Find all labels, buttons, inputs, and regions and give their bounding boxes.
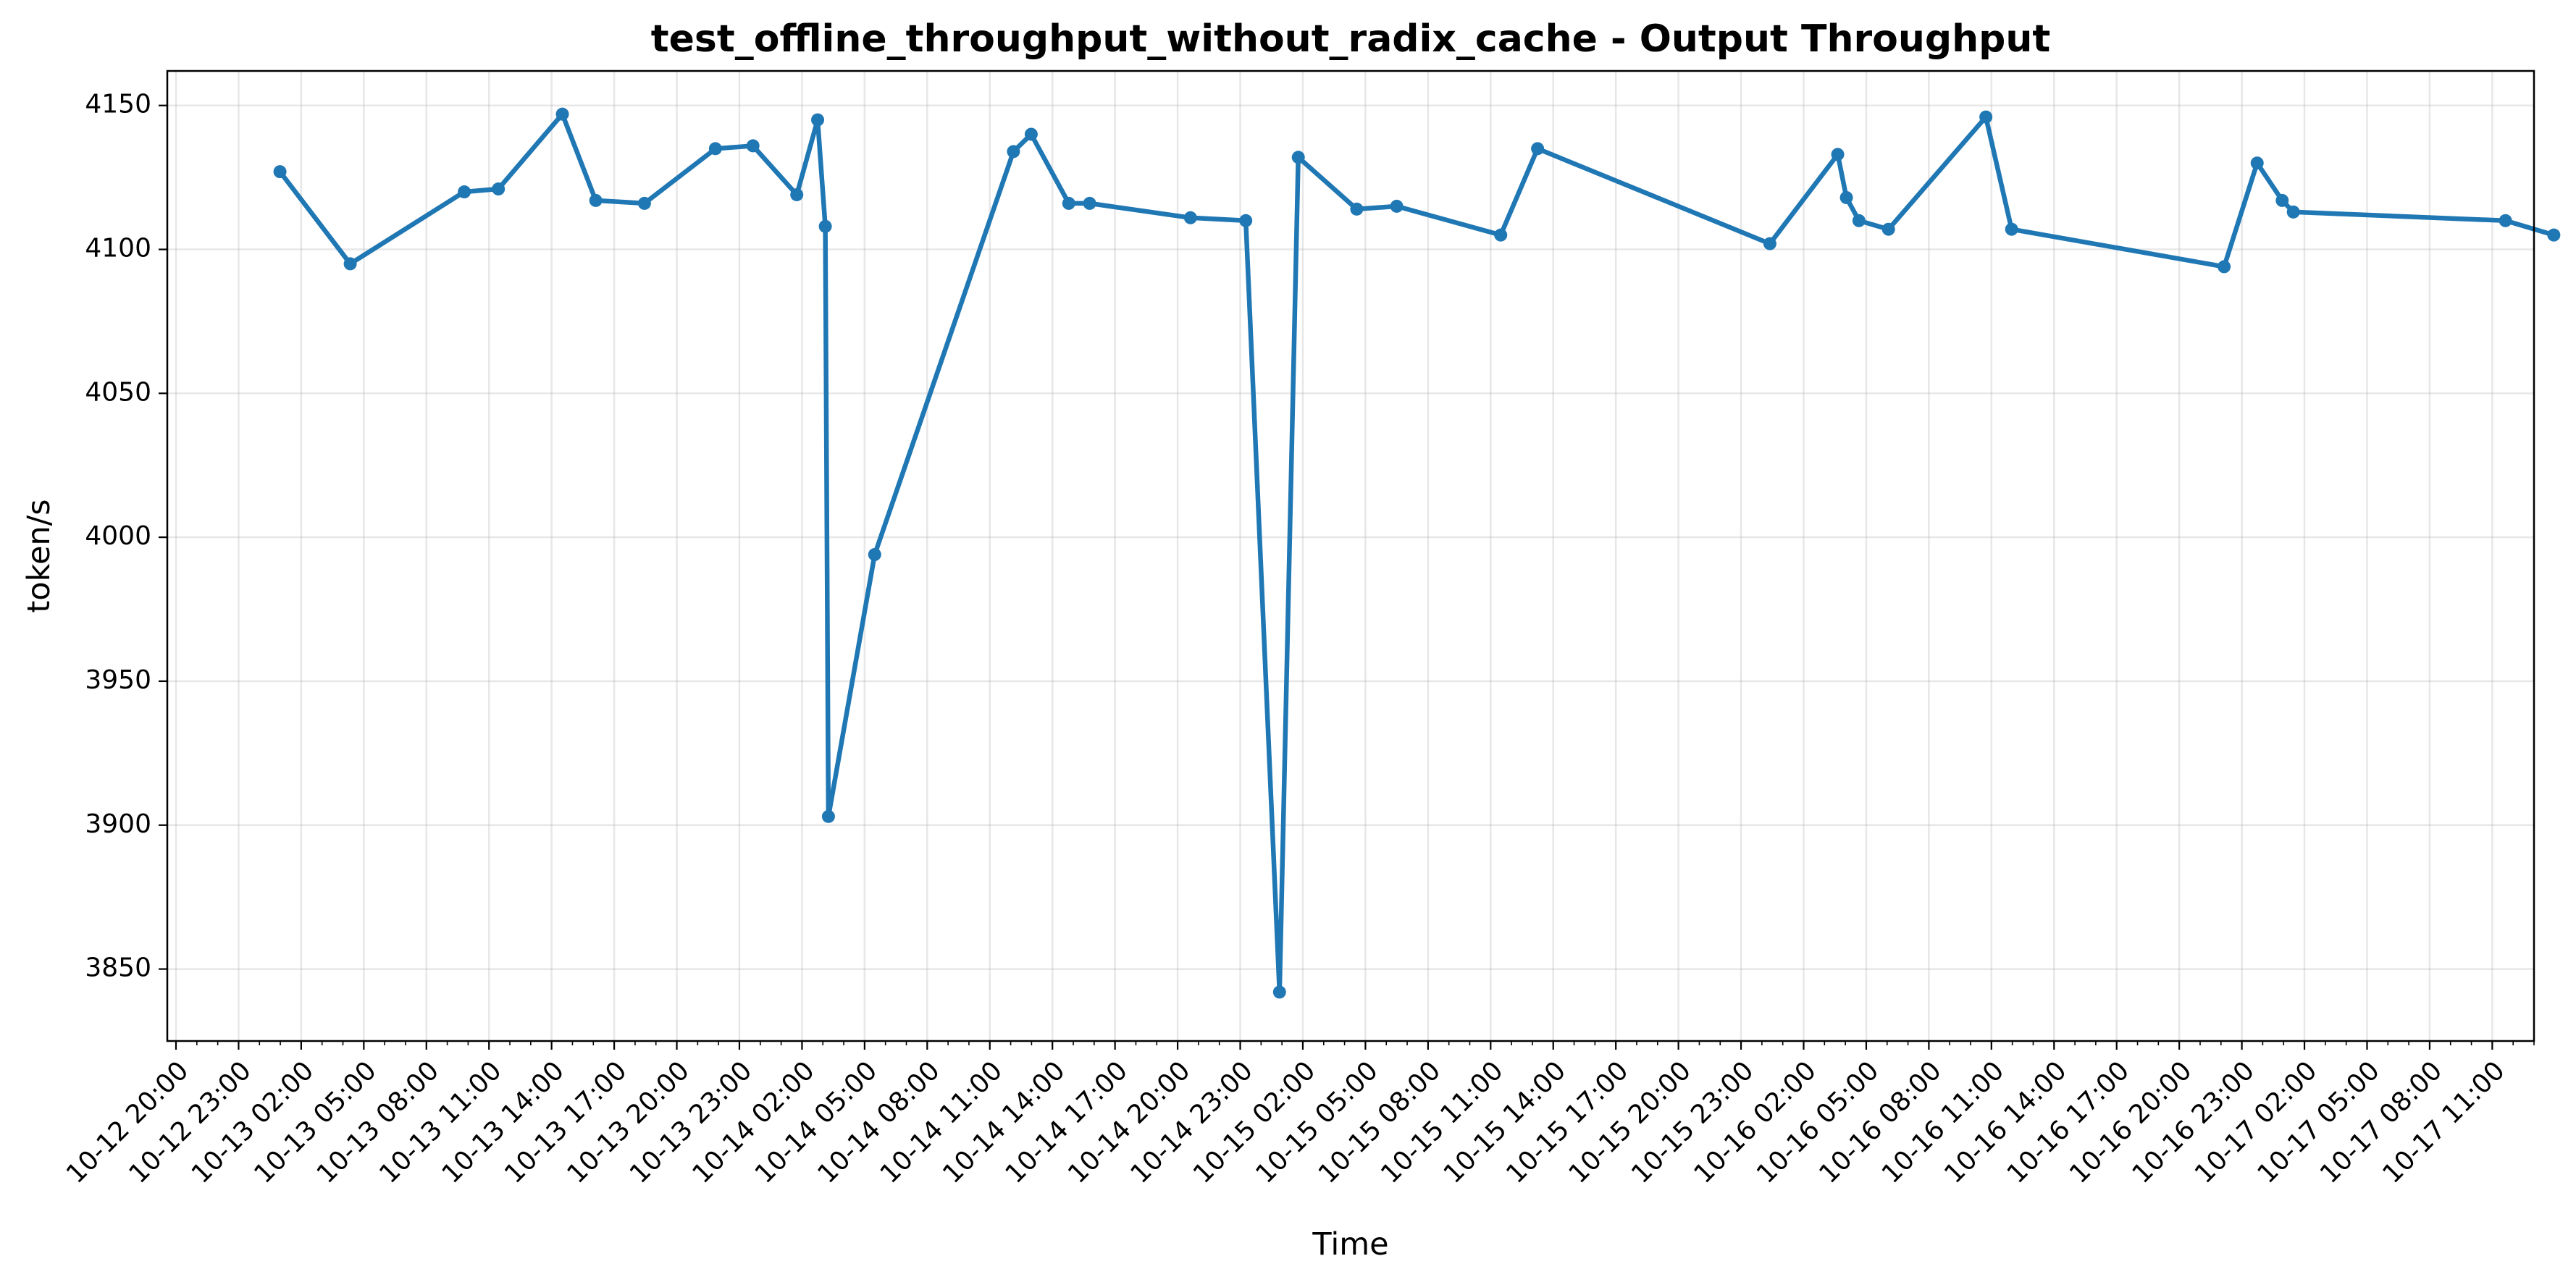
data-point bbox=[1852, 214, 1866, 227]
x-axis-label: Time bbox=[1312, 1226, 1388, 1263]
data-point bbox=[1390, 199, 1404, 213]
y-tick-label: 3850 bbox=[85, 953, 151, 983]
data-point bbox=[589, 193, 603, 207]
y-tick-label: 3950 bbox=[85, 665, 151, 695]
data-point bbox=[1007, 145, 1020, 159]
data-point bbox=[790, 187, 804, 201]
data-point bbox=[1763, 237, 1776, 250]
data-point bbox=[1350, 202, 1364, 216]
data-point bbox=[1183, 211, 1197, 224]
data-point bbox=[1272, 985, 1286, 999]
data-point bbox=[343, 257, 357, 271]
data-point bbox=[555, 107, 569, 121]
data-point bbox=[2547, 228, 2561, 242]
y-tick-label: 4000 bbox=[85, 521, 151, 551]
data-point bbox=[868, 548, 881, 562]
y-tick-label: 4100 bbox=[85, 234, 151, 264]
data-point bbox=[2499, 214, 2512, 227]
data-point bbox=[746, 139, 760, 153]
y-axis-ticks: 3850 3900 3950 4000 4050 4100 4150 bbox=[85, 90, 167, 983]
data-point bbox=[2218, 260, 2231, 274]
data-points bbox=[273, 107, 2561, 999]
data-point bbox=[1291, 151, 1305, 164]
data-point bbox=[1979, 110, 1993, 124]
data-point bbox=[2286, 205, 2300, 219]
data-point bbox=[1881, 222, 1895, 236]
data-point bbox=[1239, 214, 1253, 227]
data-point bbox=[821, 809, 835, 823]
data-point bbox=[708, 142, 722, 156]
data-point bbox=[273, 165, 287, 179]
data-point bbox=[2250, 156, 2264, 170]
data-point bbox=[492, 182, 505, 196]
y-tick-label: 4150 bbox=[85, 90, 151, 119]
data-point bbox=[818, 219, 832, 233]
plot-frame bbox=[166, 69, 2535, 1042]
data-point bbox=[1024, 127, 1038, 141]
data-point bbox=[1531, 142, 1545, 156]
data-point bbox=[2005, 222, 2018, 236]
data-point bbox=[458, 185, 471, 199]
data-point bbox=[1083, 196, 1096, 210]
data-point bbox=[1831, 148, 1845, 161]
y-tick-label: 4050 bbox=[85, 377, 151, 407]
y-tick-label: 3900 bbox=[85, 809, 151, 839]
data-point bbox=[1494, 228, 1508, 242]
data-point bbox=[2275, 193, 2289, 207]
y-axis-label: token/s bbox=[21, 499, 57, 612]
data-point bbox=[1839, 190, 1853, 204]
chart-title: test_offline_throughput_without_radix_ca… bbox=[651, 17, 2050, 61]
data-point bbox=[637, 196, 651, 210]
data-point bbox=[1062, 196, 1075, 210]
data-point bbox=[811, 113, 825, 127]
